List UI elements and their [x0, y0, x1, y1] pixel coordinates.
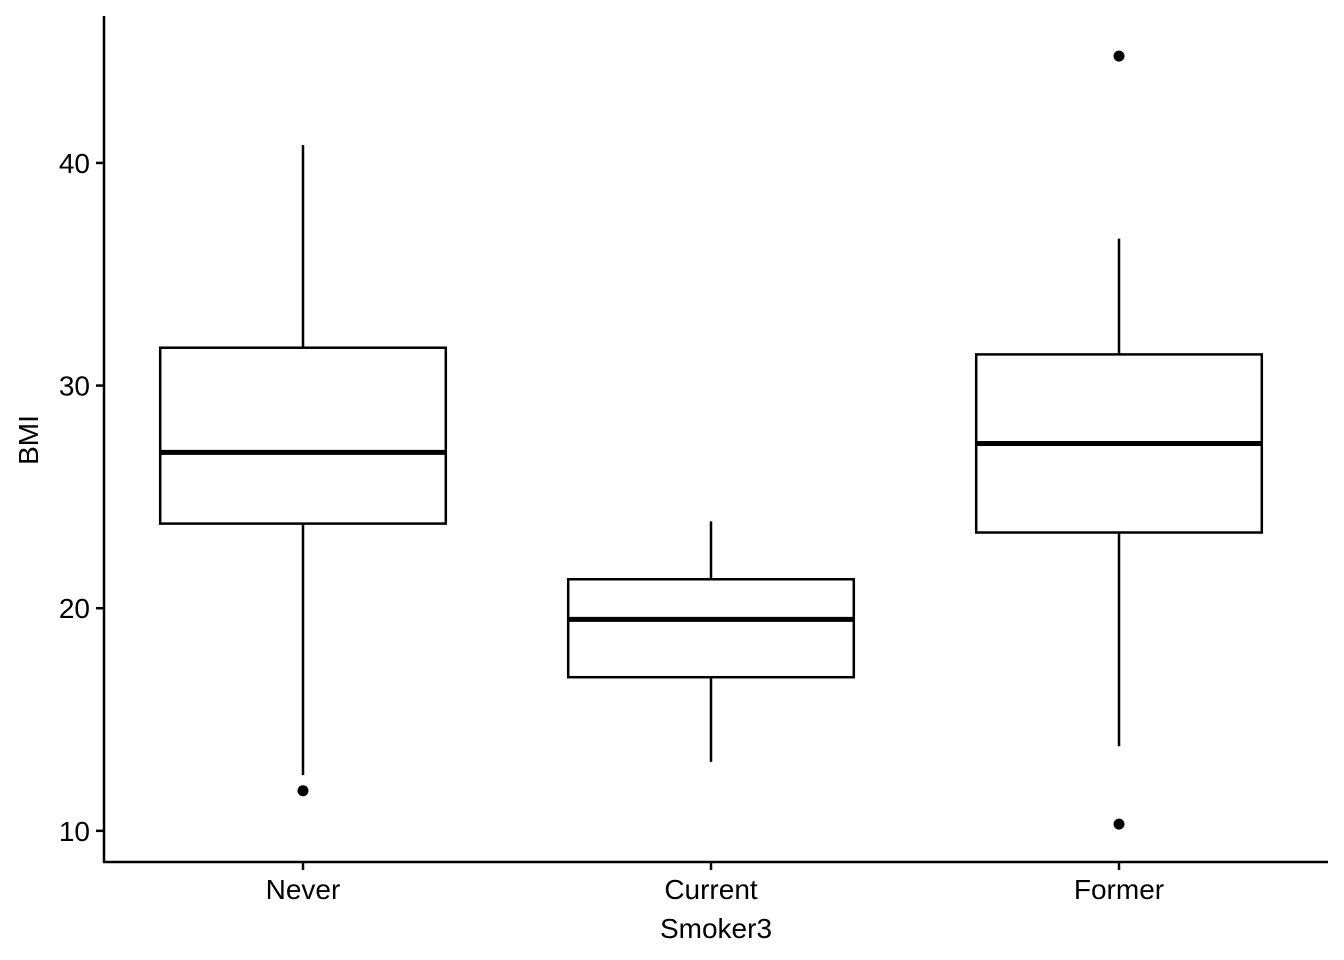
box-former: [974, 50, 1264, 830]
iqr-box-never: [158, 346, 448, 525]
plot-area: [158, 50, 1264, 830]
outlier-point-former-0: [1113, 50, 1125, 62]
iqr-box-current: [566, 578, 856, 679]
x-axis-ticks: Never Current Former: [266, 862, 1164, 905]
outlier-point-never-0: [297, 785, 309, 797]
x-tick-label: Former: [1074, 874, 1164, 905]
outlier-point-former-1: [1113, 818, 1125, 830]
x-tick-label: Never: [266, 874, 341, 905]
y-axis-title: BMI: [13, 415, 44, 465]
x-tick-label: Current: [664, 874, 758, 905]
y-tick-label: 20: [59, 593, 90, 624]
box-current: [566, 521, 856, 762]
y-axis-ticks: 10 20 30 40: [59, 148, 104, 847]
x-axis-title: Smoker3: [660, 913, 772, 944]
y-tick-label: 40: [59, 148, 90, 179]
box-never: [158, 145, 448, 797]
y-tick-label: 10: [59, 816, 90, 847]
y-tick-label: 30: [59, 371, 90, 402]
